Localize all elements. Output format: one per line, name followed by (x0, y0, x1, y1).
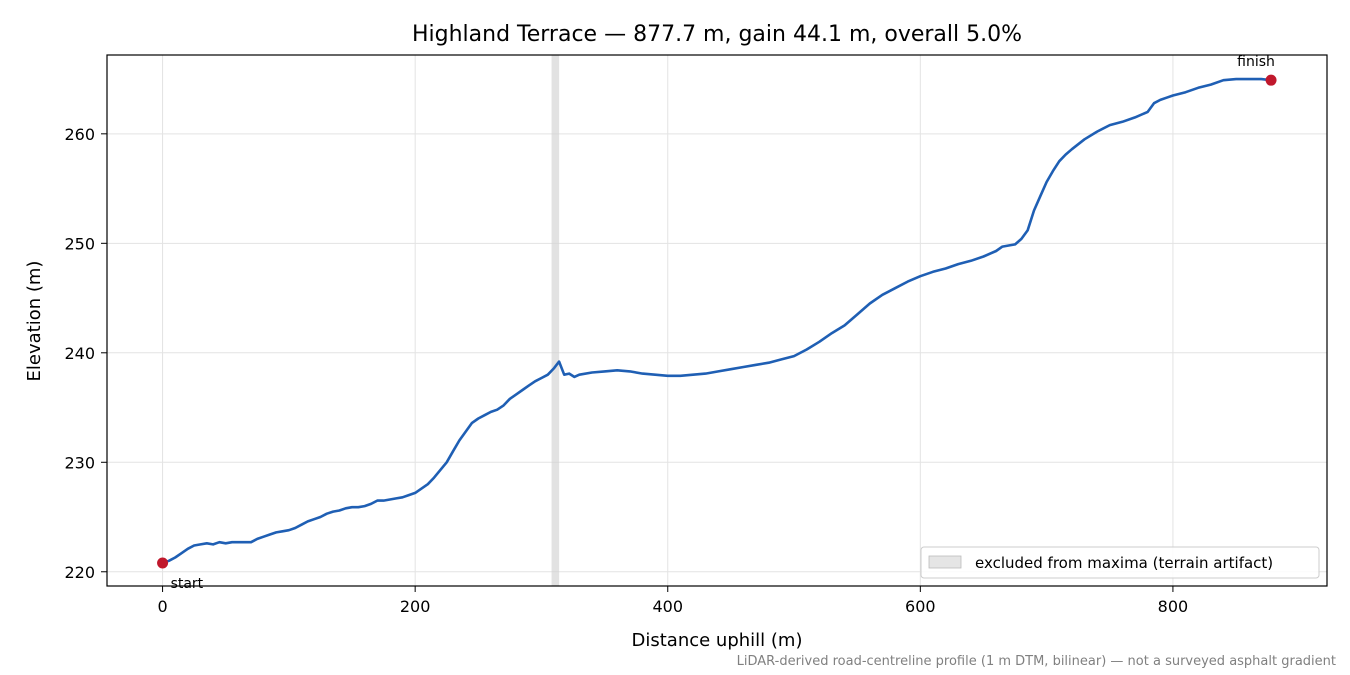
start-label: start (171, 576, 204, 592)
legend-box (920, 546, 1320, 579)
footnote: LiDAR-derived road-centreline profile (1… (737, 654, 1336, 669)
endpoint-layer: start finish (157, 54, 1277, 592)
legend-swatch-excluded (928, 555, 962, 569)
elevation-profile-line (161, 77, 1273, 565)
plot-frame (106, 54, 1328, 587)
y-axis-label: Elevation (m) (24, 261, 45, 382)
chart-title: Highland Terrace — 877.7 m, gain 44.1 m,… (412, 22, 1022, 47)
legend: excluded from maxima (terrain artifact) (920, 546, 1320, 579)
y-tick-label: 250 (64, 234, 95, 253)
x-tick-label: 400 (652, 597, 683, 616)
excluded-band-layer (551, 55, 560, 586)
y-tick-label: 230 (64, 453, 95, 472)
grid (107, 55, 1327, 586)
x-tick-label: 200 (400, 597, 431, 616)
start-point (157, 557, 169, 569)
tick-layer: 0 200 400 600 800 220 230 240 250 260 (64, 125, 1188, 616)
series-layer (161, 77, 1273, 565)
x-tick-label: 0 (157, 597, 167, 616)
x-tick-label: 600 (905, 597, 936, 616)
y-tick-label: 220 (64, 563, 95, 582)
x-tick-label: 800 (1158, 597, 1189, 616)
y-tick-label: 240 (64, 344, 95, 363)
y-tick-label: 260 (64, 125, 95, 144)
excluded-band (551, 55, 560, 586)
finish-label: finish (1237, 54, 1275, 70)
finish-point (1265, 74, 1277, 86)
legend-label-excluded: excluded from maxima (terrain artifact) (975, 554, 1273, 572)
x-axis-label: Distance uphill (m) (632, 630, 803, 651)
